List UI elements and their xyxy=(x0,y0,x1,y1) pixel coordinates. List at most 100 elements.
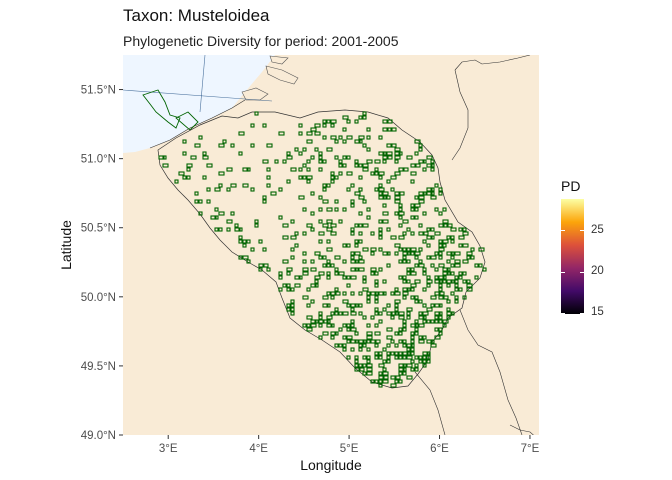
grid-cell xyxy=(442,207,447,212)
grid-cell xyxy=(374,271,379,276)
grid-cell xyxy=(374,171,379,176)
grid-cell xyxy=(238,239,243,244)
grid-cell xyxy=(378,351,383,356)
grid-cell xyxy=(342,139,347,144)
grid-cell xyxy=(338,171,343,176)
grid-cell xyxy=(410,287,415,292)
grid-cell xyxy=(186,163,193,168)
grid-cell xyxy=(414,151,419,156)
grid-cell xyxy=(454,275,459,280)
grid-cell xyxy=(286,179,291,184)
grid-cell xyxy=(306,179,311,184)
grid-cell xyxy=(354,139,361,144)
grid-cell xyxy=(286,307,291,312)
grid-cell xyxy=(414,331,419,336)
grid-cell xyxy=(362,355,367,360)
grid-cell xyxy=(362,223,369,228)
grid-cell xyxy=(358,195,365,200)
grid-cell xyxy=(342,155,347,160)
grid-cell xyxy=(418,339,425,344)
grid-cell xyxy=(282,259,289,264)
grid-cell xyxy=(450,311,455,316)
grid-cell xyxy=(422,311,429,316)
y-tick-label: 51.0°N xyxy=(81,154,116,166)
grid-cell-cluster xyxy=(142,89,181,129)
grid-cell xyxy=(346,335,353,340)
grid-cell xyxy=(418,223,423,228)
grid-cell xyxy=(354,239,359,244)
grid-cell xyxy=(258,267,263,272)
grid-cell xyxy=(202,175,207,180)
grid-cell xyxy=(330,291,337,296)
grid-cell xyxy=(442,223,449,228)
grid-cell xyxy=(362,343,367,348)
grid-cell xyxy=(438,327,443,332)
grid-cell xyxy=(198,211,203,216)
grid-cells xyxy=(158,111,487,388)
grid-cell xyxy=(334,331,339,336)
grid-cell xyxy=(470,255,475,260)
grid-cell xyxy=(278,215,283,220)
grid-cell xyxy=(426,319,431,324)
grid-cell xyxy=(286,287,291,292)
grid-cell xyxy=(390,383,397,388)
grid-cell xyxy=(438,291,445,296)
grid-cell xyxy=(410,359,415,364)
grid-cell xyxy=(262,199,267,204)
grid-cell xyxy=(446,267,451,272)
grid-cell xyxy=(314,147,319,152)
grid-cell xyxy=(322,135,327,140)
grid-cell xyxy=(350,255,355,260)
grid-cell xyxy=(402,343,407,348)
grid-cell xyxy=(426,351,431,356)
grid-cell xyxy=(386,155,393,160)
grid-cell xyxy=(406,351,411,356)
grid-cell xyxy=(282,283,287,288)
grid-cell xyxy=(234,223,239,228)
grid-cell xyxy=(306,223,313,228)
grid-cell xyxy=(334,271,339,276)
grid-cell xyxy=(310,259,315,264)
grid-cell xyxy=(318,195,323,200)
grid-cell xyxy=(382,279,387,284)
grid-cell xyxy=(466,279,471,284)
country-border xyxy=(509,424,534,435)
grid-cell xyxy=(278,287,283,292)
grid-cell xyxy=(430,343,437,348)
grid-cell xyxy=(402,351,409,356)
grid-cell xyxy=(406,287,411,292)
grid-cell xyxy=(418,355,423,360)
grid-cell xyxy=(178,171,185,176)
grid-cell xyxy=(462,279,467,284)
grid-cell xyxy=(350,267,357,272)
grid-cell xyxy=(378,267,383,272)
grid-cell xyxy=(278,187,283,192)
grid-cell xyxy=(394,355,399,360)
grid-cell xyxy=(434,279,441,284)
grid-cell xyxy=(306,303,311,308)
grid-cell xyxy=(270,191,277,196)
grid-cell xyxy=(382,251,389,256)
grid-cell xyxy=(354,303,359,308)
grid-cell xyxy=(450,227,457,232)
grid-cell xyxy=(398,211,405,216)
x-tick-label: 7°E xyxy=(521,443,540,455)
grid-cell xyxy=(422,335,427,340)
grid-cell xyxy=(414,279,421,284)
grid-cell xyxy=(438,283,443,288)
grid-cell xyxy=(346,243,351,248)
grid-cell xyxy=(218,227,223,232)
grid-cell xyxy=(246,167,251,172)
grid-cell xyxy=(410,295,415,300)
grid-cell xyxy=(378,171,385,176)
legend-label-15: 15 xyxy=(591,306,604,318)
grid-cell xyxy=(354,251,361,256)
x-tick-label: 6°E xyxy=(430,443,449,455)
grid-cell xyxy=(394,171,401,176)
grid-cell xyxy=(406,347,411,352)
grid-cell xyxy=(330,323,335,328)
grid-cell xyxy=(374,283,379,288)
grid-cell xyxy=(322,159,327,164)
grid-cell xyxy=(382,347,387,352)
grid-cell xyxy=(462,227,467,232)
